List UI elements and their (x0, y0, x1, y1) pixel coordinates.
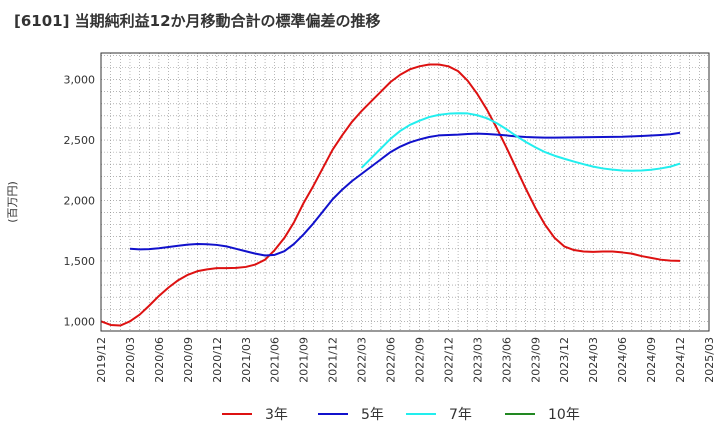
x-tick-label: 2023/06 (500, 337, 513, 383)
legend-label-1: 5年 (361, 407, 384, 423)
x-tick-label: 2022/03 (356, 337, 369, 383)
x-tick-label: 2025/03 (703, 337, 716, 383)
x-tick-label: 2021/09 (298, 337, 311, 383)
x-tick-label: 2023/12 (558, 337, 571, 383)
legend-label-2: 7年 (449, 407, 472, 423)
series-line-0 (100, 63, 681, 327)
y-axis-label: (百万円) (6, 181, 19, 223)
x-tick-label: 2024/06 (616, 337, 629, 383)
y-tick-label: 2,500 (64, 134, 96, 147)
plot-area (101, 53, 709, 331)
x-tick-label: 2022/09 (413, 337, 426, 383)
x-tick-label: 2020/09 (182, 337, 195, 383)
series-line-2 (360, 112, 681, 172)
x-tick-label: 2020/06 (153, 337, 166, 383)
plot-background (101, 53, 709, 331)
x-tick-label: 2019/12 (95, 337, 108, 383)
x-tick-label: 2023/09 (529, 337, 542, 383)
legend: 3年 5年 7年 10年 (222, 407, 580, 423)
tick-labels: 1,000 1,500 2,000 2,500 3,000 2019/12 2020/03 2… (64, 74, 717, 383)
x-tick-label: 2022/12 (442, 337, 455, 383)
x-tick-label: 2021/03 (240, 337, 253, 383)
x-tick-label: 2023/03 (471, 337, 484, 383)
x-tick-label: 2020/12 (211, 337, 224, 383)
y-tick-label: 1,000 (64, 315, 96, 328)
y-tick-label: 1,500 (64, 255, 96, 268)
x-tick-label: 2020/03 (124, 337, 137, 383)
series-lines (100, 63, 681, 327)
x-tick-label: 2024/09 (645, 337, 658, 383)
x-tick-label: 2024/12 (674, 337, 687, 383)
x-tick-label: 2022/06 (385, 337, 398, 383)
axes (100, 52, 710, 332)
x-tick-label: 2021/06 (269, 337, 282, 383)
x-tick-label: 2024/03 (587, 337, 600, 383)
grid-lines (100, 53, 710, 331)
plot-frame (100, 52, 710, 332)
series-line-1 (129, 131, 681, 257)
chart-title: [6101] 当期純利益12か月移動合計の標準偏差の推移 (14, 12, 381, 30)
y-tick-label: 3,000 (64, 74, 96, 87)
legend-label-0: 3年 (265, 407, 288, 423)
legend-label-3: 10年 (548, 407, 580, 423)
y-tick-label: 2,000 (64, 194, 96, 207)
x-tick-label: 2021/12 (327, 337, 340, 383)
